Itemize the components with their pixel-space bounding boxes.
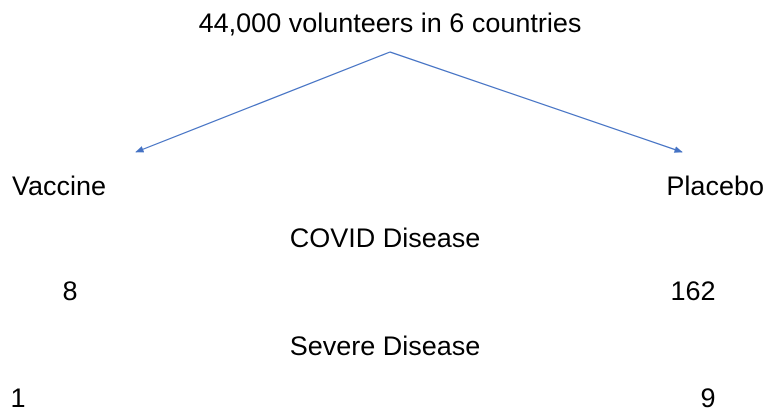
row-label: Severe Disease — [290, 331, 481, 361]
count: 1 — [10, 383, 25, 413]
arrow-left — [135, 51, 391, 153]
root-label: 44,000 volunteers in 6 countries — [199, 8, 582, 38]
count: 8 — [62, 276, 77, 306]
row-label: COVID Disease — [290, 223, 481, 253]
count: 9 — [700, 383, 715, 413]
group-label: Vaccine — [12, 171, 106, 201]
arrow-right — [389, 51, 683, 153]
group-label: Placebo — [666, 171, 764, 201]
count: 162 — [670, 276, 715, 306]
